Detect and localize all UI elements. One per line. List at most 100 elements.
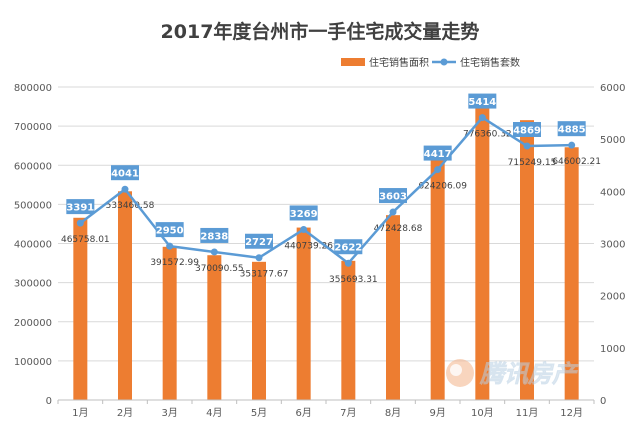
left-tick-label: 0 — [46, 396, 52, 407]
watermark-text: 腾讯房产 — [479, 360, 579, 388]
bar-data-label: 624206.09 — [418, 182, 467, 192]
left-tick-label: 800000 — [14, 83, 52, 94]
line-data-label: 5414 — [468, 97, 496, 108]
line-point — [210, 248, 218, 256]
legend-label-count: 住宅销售套数 — [460, 56, 520, 69]
left-axis: 0 100000 200000 300000 400000 500000 600000 700… — [14, 83, 52, 407]
watermark-logo-icon — [446, 359, 474, 387]
line-data-label: 2727 — [245, 237, 273, 248]
bar — [475, 96, 490, 400]
x-tick-label: 5月 — [251, 407, 267, 419]
line-point — [76, 219, 84, 227]
chart-title: 2017年度台州市一手住宅成交量走势 — [161, 20, 480, 43]
right-tick-label: 6000 — [600, 83, 625, 94]
line-data-label: 3269 — [290, 209, 318, 220]
line-point — [434, 166, 442, 174]
line-label-box — [557, 121, 586, 137]
line-label-box — [200, 227, 229, 243]
bar — [118, 191, 132, 400]
left-tick-label: 700000 — [14, 122, 52, 133]
x-tick-label: 9月 — [429, 407, 445, 419]
bar-data-label: 391572.99 — [150, 258, 199, 268]
bar — [386, 215, 400, 400]
right-tick-label: 0 — [600, 396, 606, 407]
bar — [430, 155, 445, 400]
line-point — [300, 225, 308, 233]
line-data-label: 2838 — [200, 231, 228, 242]
legend: 住宅销售面积 住宅销售套数 — [341, 56, 520, 69]
line-data-label: 2622 — [334, 243, 362, 254]
left-tick-label: 200000 — [14, 318, 52, 329]
legend-label-area: 住宅销售面积 — [369, 56, 429, 69]
bar-data-label: 715249.15 — [508, 158, 557, 168]
bar-data-labels: 465758.01 533460.58 391572.99370090.553531… — [61, 130, 601, 286]
bar — [252, 261, 266, 400]
x-tick-label: 6月 — [295, 407, 311, 419]
left-tick-label: 300000 — [14, 279, 52, 290]
x-tick-label: 2月 — [117, 407, 133, 419]
line-point — [389, 208, 397, 216]
left-tick-label: 400000 — [14, 240, 52, 251]
line-label-box — [379, 188, 407, 204]
bar-series — [73, 96, 579, 401]
right-tick-label: 2000 — [600, 292, 625, 303]
line-label-box — [66, 199, 95, 215]
line-label-box — [513, 122, 541, 138]
x-tick-label: 10月 — [471, 407, 494, 419]
bar-data-label: 646002.21 — [552, 157, 601, 167]
right-tick-label: 1000 — [600, 344, 625, 355]
bar-data-label: 472428.68 — [374, 224, 423, 234]
line-data-label: 4417 — [424, 149, 452, 160]
legend-marker-count — [440, 58, 448, 66]
bar — [296, 227, 311, 400]
line-data-label: 4869 — [513, 126, 541, 137]
bar-data-label: 776360.32 — [463, 130, 512, 140]
right-axis: 0 1000 2000 3000 4000 5000 6000 — [600, 83, 625, 407]
line-label-box — [334, 239, 363, 255]
x-tick-label: 11月 — [516, 407, 539, 419]
x-tick-label: 3月 — [161, 407, 177, 419]
line-label-box — [468, 93, 497, 109]
line-data-label: 3391 — [66, 203, 94, 214]
x-tick-label: 1月 — [72, 407, 88, 419]
line-label-box — [289, 205, 318, 221]
watermark: 腾讯房产 — [446, 359, 579, 388]
x-tick-label: 8月 — [385, 407, 401, 419]
bar-data-label: 440739.26 — [284, 241, 333, 251]
left-tick-label: 100000 — [14, 357, 52, 368]
bar-data-label: 353177.67 — [240, 270, 289, 280]
line-label-box — [155, 222, 184, 238]
line-label-box — [111, 165, 139, 181]
line-point — [255, 254, 263, 262]
bar — [162, 246, 177, 400]
line-data-label: 2950 — [156, 226, 184, 237]
bar — [564, 147, 579, 400]
left-tick-label: 500000 — [14, 200, 52, 211]
right-tick-label: 5000 — [600, 135, 625, 146]
x-tick-label: 4月 — [206, 407, 222, 419]
x-tick-label: 12月 — [560, 407, 583, 419]
line-data-label: 3603 — [379, 192, 407, 203]
line-point — [478, 114, 486, 122]
left-tick-label: 600000 — [14, 161, 52, 172]
bar — [341, 260, 356, 400]
line-point — [121, 185, 129, 193]
line-series: 3391 4041 2950 2838 2727 3269 2622 3603 4417 5414… — [66, 93, 586, 267]
line-point — [523, 142, 531, 150]
bar-data-label: 533460.58 — [106, 201, 155, 211]
bar — [73, 217, 88, 400]
bar — [520, 120, 534, 401]
watermark-logo-highlight — [450, 364, 462, 376]
bar — [207, 255, 222, 400]
right-tick-label: 4000 — [600, 187, 625, 198]
bar-data-label: 370090.55 — [195, 264, 244, 274]
right-tick-label: 3000 — [600, 240, 625, 251]
line-point — [344, 259, 352, 267]
line-data-label: 4885 — [558, 125, 586, 136]
bar-data-label: 355693.31 — [329, 275, 378, 285]
x-tick-label: 7月 — [340, 407, 356, 419]
line-label-box — [245, 233, 273, 249]
line-data-label: 4041 — [111, 169, 139, 180]
